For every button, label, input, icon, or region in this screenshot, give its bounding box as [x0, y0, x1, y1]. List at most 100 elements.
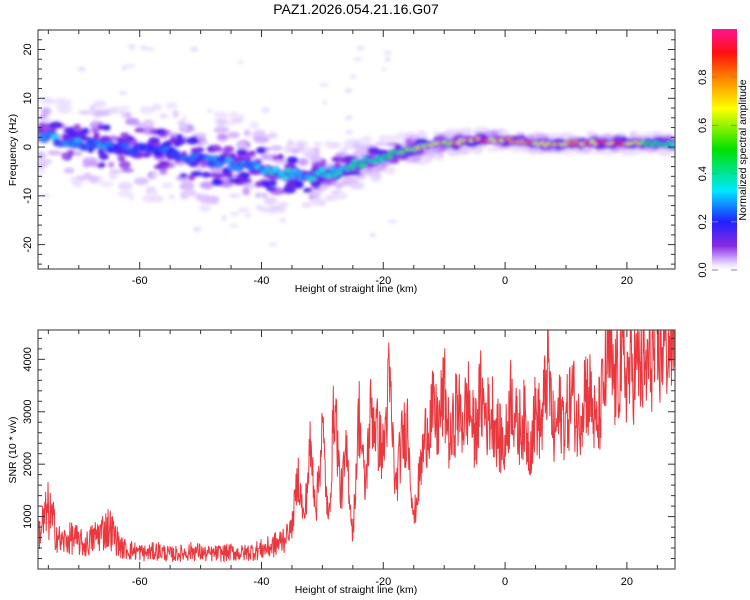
spectrogram-cell	[253, 129, 266, 137]
spectrogram-cell	[316, 184, 331, 190]
spectrogram-cell	[117, 190, 134, 198]
spectrogram-cell	[270, 145, 283, 151]
spectrogram-cell	[61, 152, 70, 160]
colorbar-tick-label: 0.6	[697, 118, 709, 133]
spectrogram-cell	[474, 126, 489, 133]
spectrogram-cell	[303, 187, 313, 193]
spectrogram-cell	[57, 107, 69, 114]
spectrogram-cell	[74, 182, 83, 188]
spectrogram-cell	[88, 175, 100, 184]
spectrogram-cell	[179, 173, 188, 178]
spectrogram-cell	[293, 180, 304, 189]
spectrogram-cell	[352, 142, 362, 150]
spectrogram-cell	[140, 45, 148, 51]
spectrogram-cell	[181, 180, 194, 189]
spectrogram-cell	[216, 134, 229, 139]
spectrogram-cell	[209, 167, 224, 174]
spectrogram-cell	[236, 148, 248, 156]
spectrogram-cell	[560, 148, 574, 155]
spectrogram-cell	[214, 162, 223, 167]
spectrogram-cell	[73, 123, 82, 132]
spectrogram-cell	[177, 120, 185, 126]
spectrogram-cell	[165, 102, 178, 109]
snr-y-tick-label: 4000	[22, 347, 34, 371]
spectrogram-cell	[159, 113, 169, 119]
spectrogram-cell	[202, 141, 209, 146]
snr-x-tick-label: 0	[502, 576, 508, 588]
spectrogram-cell	[104, 141, 112, 146]
spectrogram-cell	[98, 162, 106, 168]
spectrogram-cell	[73, 138, 82, 143]
spectrogram-y-tick-label: -10	[22, 188, 34, 204]
spectrogram-cell	[130, 150, 139, 155]
spectrogram-cell	[371, 175, 377, 181]
spectrogram-cell	[374, 141, 388, 147]
spectrogram-cell	[45, 98, 55, 104]
snr-y-ticks: 1000 2000 3000 4000	[22, 337, 675, 560]
spectrogram-cell	[118, 110, 127, 116]
spectrogram-cell	[117, 155, 126, 162]
spectrogram-cell	[277, 153, 284, 161]
spectrogram-cell	[229, 193, 241, 199]
spectrogram-cell	[383, 50, 392, 55]
spectrogram-cell	[121, 168, 134, 173]
spectrogram-cell	[81, 127, 90, 134]
spectrogram-cell	[200, 159, 208, 168]
spectrogram-x-tick-label: -20	[375, 275, 391, 287]
spectrogram-cell	[256, 146, 267, 154]
snr-series-line	[38, 330, 675, 563]
spectrogram-cell	[173, 141, 182, 147]
spectrogram-cell	[237, 60, 244, 64]
spectrogram-cell	[193, 226, 201, 233]
spectrogram-cell	[310, 197, 321, 206]
spectrogram-cell	[133, 177, 149, 186]
spectrogram-cell	[139, 106, 156, 114]
spectrogram-panel: -60 -40 -20 0 20 -20 -10 0 10 20 Height of strai…	[7, 29, 676, 295]
spectrogram-cell	[125, 64, 136, 68]
spectrogram-cell	[121, 65, 127, 71]
colorbar-gradient	[712, 29, 737, 270]
spectrogram-x-tick-label: -40	[254, 275, 270, 287]
spectrogram-cell	[188, 174, 196, 181]
spectrogram-cell	[229, 212, 240, 216]
spectrogram-cell	[115, 106, 131, 111]
spectrogram-cell	[108, 169, 124, 174]
spectrogram-cell	[283, 145, 291, 154]
spectrogram-cell	[670, 143, 675, 148]
spectrogram-cell	[235, 141, 248, 151]
spectrogram-cell	[655, 147, 668, 156]
spectrogram-cell	[82, 157, 99, 164]
colorbar-tick-label: 0.8	[697, 70, 709, 85]
spectrogram-cell	[353, 57, 363, 61]
spectrogram-cell	[249, 121, 260, 129]
spectrogram-cell	[334, 189, 343, 195]
spectrogram-image	[38, 44, 675, 247]
spectrogram-cell	[433, 153, 440, 160]
spectrogram-cell	[282, 188, 296, 193]
snr-y-tick-label: 1000	[22, 504, 34, 528]
spectrogram-cell	[271, 167, 280, 173]
spectrogram-cell	[125, 135, 134, 141]
spectrogram-cell	[243, 129, 251, 137]
spectrogram-cell	[102, 124, 111, 131]
spectrogram-cell	[344, 115, 354, 120]
snr-x-ticks: -60 -40 -20 0 20	[47, 330, 658, 588]
spectrogram-x-tick-label: -60	[132, 275, 148, 287]
spectrogram-cell	[268, 242, 278, 247]
spectrogram-cell	[153, 164, 164, 170]
spectrogram-cell	[145, 190, 159, 195]
spectrogram-cell	[272, 155, 280, 161]
spectrogram-cell	[261, 180, 273, 188]
spectrogram-cell	[268, 176, 278, 182]
spectrogram-cell	[77, 174, 90, 181]
spectrogram-cell	[259, 192, 264, 199]
spectrogram-cell	[93, 100, 107, 108]
spectrogram-cell	[387, 219, 398, 224]
spectrogram-cell	[242, 187, 250, 196]
spectrogram-cell	[182, 189, 197, 198]
spectrogram-cell	[86, 162, 101, 167]
spectrogram-cell	[237, 207, 250, 213]
spectrogram-cell	[286, 156, 299, 164]
spectrogram-cell	[238, 114, 245, 120]
spectrogram-cell	[213, 173, 226, 179]
